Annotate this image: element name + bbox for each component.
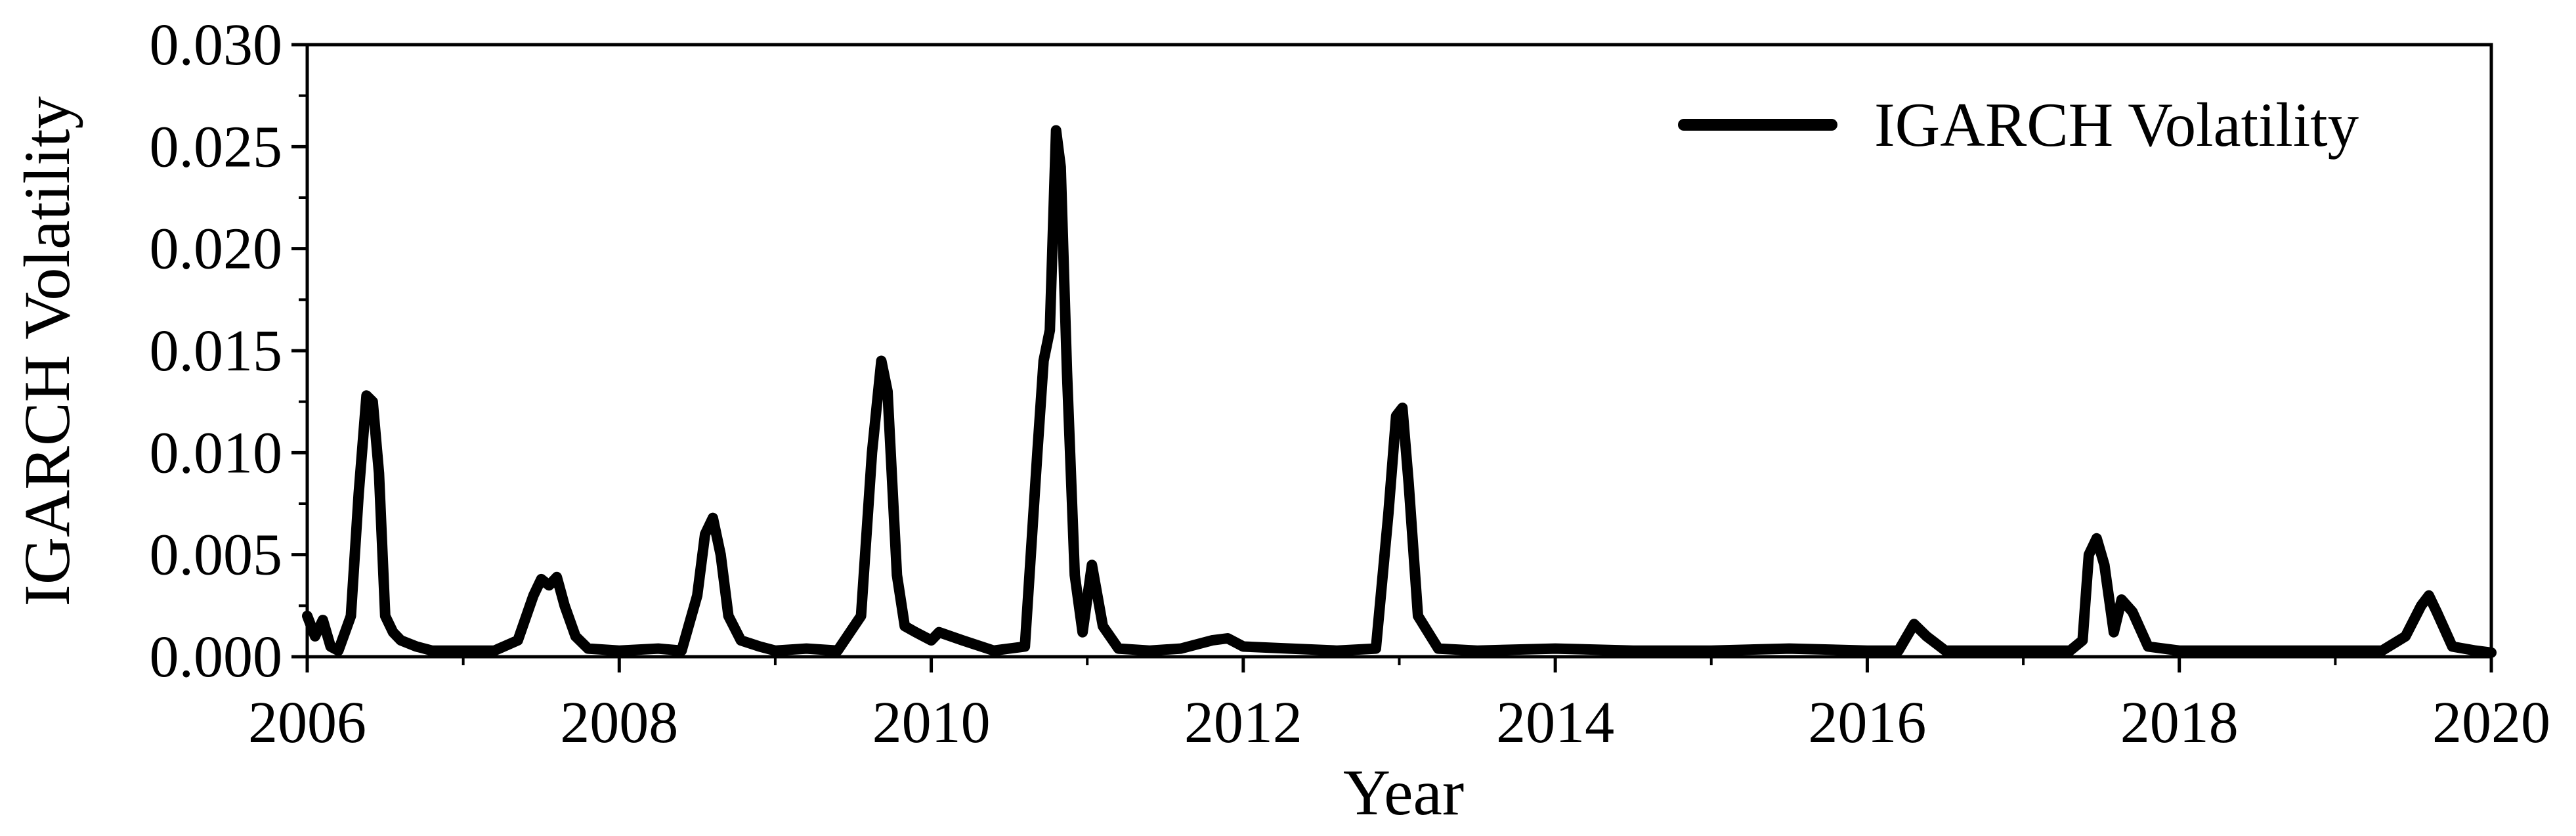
x-tick-label: 2008 <box>560 690 678 755</box>
x-axis-title: Year <box>1343 756 1464 829</box>
y-tick-label: 0.030 <box>150 12 283 77</box>
series-line-0 <box>302 125 2497 658</box>
y-tick-label: 0.000 <box>150 625 283 690</box>
x-tick-label: 2014 <box>1496 690 1614 755</box>
y-tick-label: 0.015 <box>150 319 283 384</box>
series-layer <box>302 125 2497 658</box>
x-tick-label: 2016 <box>1808 690 1926 755</box>
x-tick-label: 2012 <box>1184 690 1302 755</box>
x-tick-label: 2010 <box>872 690 991 755</box>
legend: IGARCH Volatility <box>1678 90 2359 160</box>
x-tick-label: 2006 <box>248 690 366 755</box>
y-tick-label: 0.020 <box>150 217 283 282</box>
y-axis-title: IGARCH Volatility <box>11 97 83 607</box>
x-tick-label: 2018 <box>2120 690 2239 755</box>
y-tick-label: 0.025 <box>150 114 283 179</box>
x-axis: 2006 2008 2010 2012 2014 2016 2018 2020 <box>248 657 2550 755</box>
x-tick-label: 2020 <box>2432 690 2550 755</box>
y-tick-label: 0.005 <box>150 523 283 588</box>
legend-label: IGARCH Volatility <box>1874 90 2359 160</box>
y-axis: 0.000 0.005 0.010 0.015 0.020 0.025 0.030 <box>150 12 307 690</box>
y-tick-label: 0.010 <box>150 420 283 485</box>
